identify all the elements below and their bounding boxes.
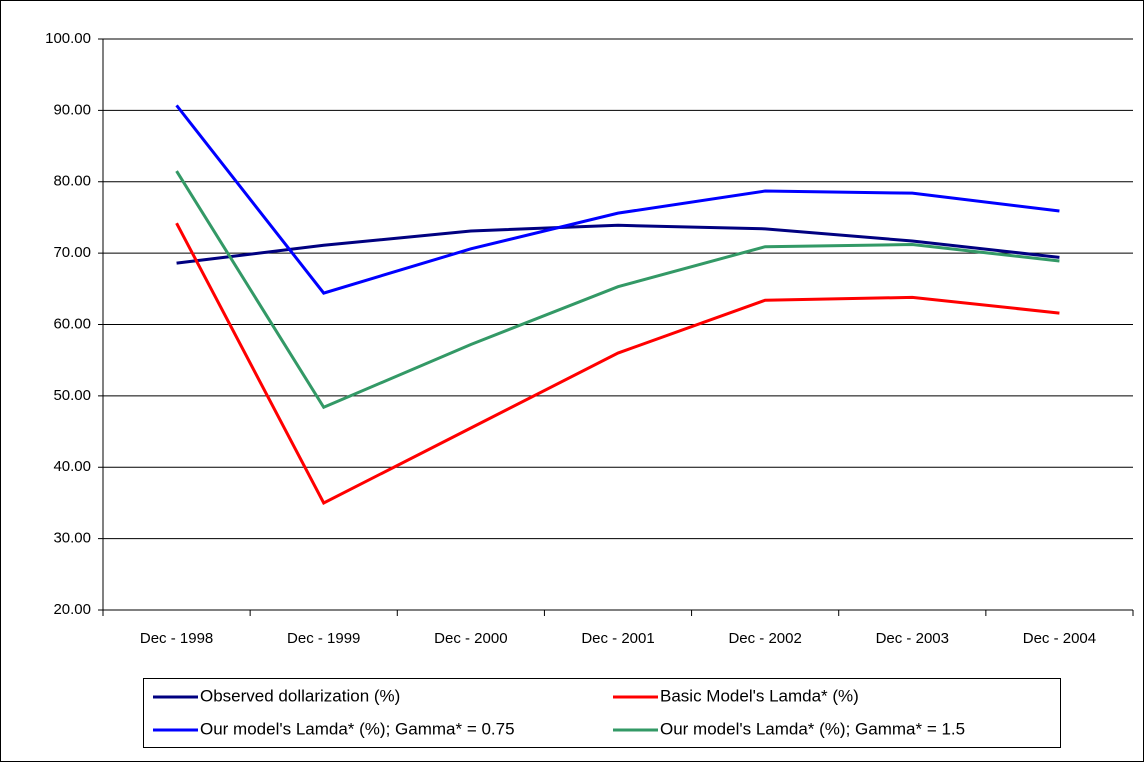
series-line <box>175 170 1060 410</box>
legend-label: Basic Model's Lamda* (%) <box>660 686 859 705</box>
legend-label: Observed dollarization (%) <box>200 686 400 705</box>
y-tick-label: 50.00 <box>53 387 91 404</box>
legend-label: Our model's Lamda* (%); Gamma* = 1.5 <box>660 719 965 738</box>
x-tick-label: Dec - 1999 <box>287 630 360 647</box>
y-tick-label: 80.00 <box>53 173 91 190</box>
y-tick-label: 90.00 <box>53 101 91 118</box>
x-tick-label: Dec - 1998 <box>140 630 213 647</box>
x-tick-label: Dec - 2003 <box>876 630 949 647</box>
series-line <box>175 222 1060 505</box>
y-tick-label: 40.00 <box>53 458 91 475</box>
y-tick-label: 30.00 <box>53 530 91 547</box>
legend-label: Our model's Lamda* (%); Gamma* = 0.75 <box>200 719 515 738</box>
x-tick-label: Dec - 2002 <box>728 630 801 647</box>
y-tick-label: 70.00 <box>53 244 91 261</box>
x-tick-label: Dec - 2004 <box>1023 630 1096 647</box>
series-line <box>176 223 1060 265</box>
y-tick-label: 60.00 <box>53 315 91 332</box>
x-tick-label: Dec - 2001 <box>581 630 654 647</box>
series-line <box>175 104 1060 295</box>
y-tick-label: 20.00 <box>53 601 91 618</box>
legend-box <box>143 678 1061 748</box>
x-tick-label: Dec - 2000 <box>434 630 507 647</box>
y-tick-label: 100.00 <box>45 30 91 47</box>
